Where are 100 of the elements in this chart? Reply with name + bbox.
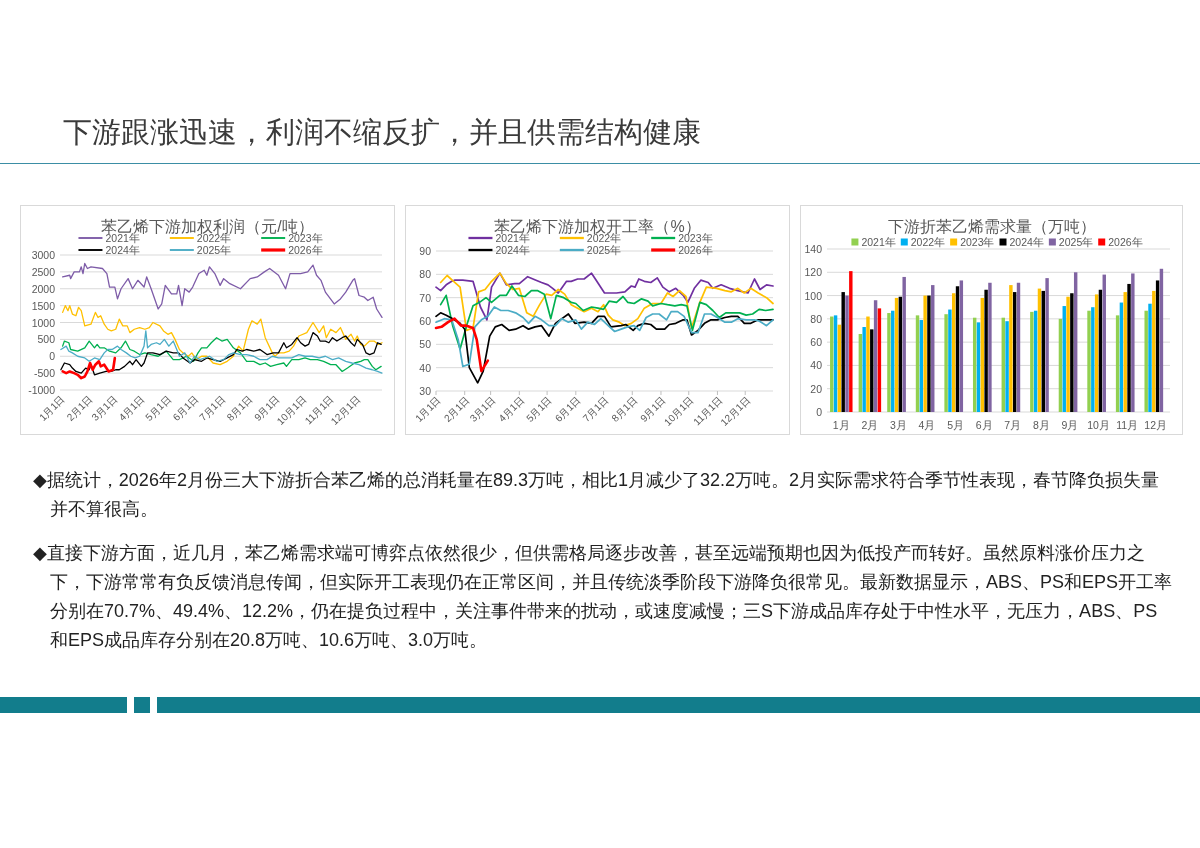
y-tick-label: 500 [37, 333, 56, 346]
y-tick-label: 2000 [31, 282, 56, 295]
x-tick-label: 1月 [832, 419, 850, 431]
line-series [61, 356, 117, 380]
bar [1030, 311, 1034, 412]
y-tick-label: -1000 [28, 384, 56, 396]
chart-title: 下游折苯乙烯需求量（万吨） [887, 217, 1096, 235]
line-series [62, 337, 382, 373]
bar [1131, 273, 1135, 412]
chart-title: 苯乙烯下游加权利润（元/吨） [101, 217, 314, 235]
legend-label: 2024年 [1009, 236, 1044, 248]
bar [988, 282, 992, 412]
x-tick-label: 3月 [890, 419, 907, 431]
y-tick-label: -500 [33, 367, 56, 380]
bar [866, 316, 870, 412]
bar [1045, 278, 1049, 412]
legend-label: 2021年 [861, 236, 896, 248]
line-series [435, 306, 774, 368]
x-tick-label: 4月1日 [496, 394, 527, 424]
text: 下游跟涨迅速，利润不缩反扩，并且供需结构健康 [63, 116, 701, 148]
x-tick-label: 8月1日 [224, 393, 255, 423]
bar [948, 309, 952, 412]
x-tick-label: 6月1日 [552, 394, 583, 424]
x-tick-label: 2月 [861, 419, 879, 431]
text: ◆直接下游方面，近几月，苯乙烯需求端可博弈点依然很少，但供需格局逐步改善，甚至远端预期也因为低投产而转好。虽然原料涨价压力之下，下游常常有负反馈消息传闻，但实际开工表现仍在正常区间，并且传统淡季阶段下游降负很常见。最新数据显示，ABS、PS和EPS开工率分别在70.7%、49.4%、12.2%，仍在提负过程中，关注事件带来的扰动，或速度减慢；三S下游成品库存处于中性水平，无压力，ABS、PS和EPS成品库存分别在20.8万吨、10.6万吨、3.0万吨。 [33, 542, 1173, 652]
bar [984, 289, 988, 412]
bar [1091, 307, 1095, 412]
x-tick-label: 5月 [947, 419, 965, 431]
line-series [439, 272, 774, 332]
bar [944, 314, 948, 412]
line-series [439, 285, 774, 350]
bar [1152, 290, 1156, 412]
bar [923, 295, 927, 412]
x-tick-label: 7月1日 [197, 393, 227, 423]
line-series [435, 311, 774, 384]
line-series [62, 262, 383, 319]
x-tick-label: 7月 [1004, 419, 1022, 431]
y-tick-label: 60 [810, 336, 823, 349]
bar [841, 292, 845, 412]
line-series [434, 317, 490, 373]
bar [887, 313, 891, 412]
chart-title: 苯乙烯下游加权开工率（%） [494, 217, 701, 235]
x-tick-label: 7月1日 [580, 394, 611, 424]
bar [1144, 310, 1148, 412]
y-tick-label: 80 [810, 312, 823, 325]
x-tick-label: 6月 [975, 419, 993, 431]
legend-label: 2026年 [678, 244, 713, 256]
y-tick-label: 120 [804, 266, 823, 279]
y-tick-label: 100 [804, 289, 823, 302]
legend-label: 2026年 [288, 244, 323, 256]
legend-label: 2022年 [910, 236, 946, 248]
legend-label: 2025年 [586, 244, 622, 256]
x-tick-label: 12月 [1144, 419, 1168, 431]
y-tick-label: 90 [419, 245, 432, 257]
y-tick-label: 40 [810, 359, 823, 372]
text: ◆据统计，2026年2月份三大下游折合苯乙烯的总消耗量在89.3万吨，相比1月减少了32.2万吨。2月实际需求符合季节性表现，春节降负损失量并不算很高。 [33, 469, 1160, 521]
bar [862, 327, 866, 412]
bar [902, 276, 906, 412]
bar [845, 295, 849, 412]
y-tick-label: 20 [810, 382, 823, 395]
bar [870, 329, 874, 412]
x-tick-label: 5月1日 [524, 394, 554, 424]
x-tick-label: 10月 [1087, 419, 1110, 431]
legend-label: 2024年 [105, 244, 140, 256]
x-tick-label: 9月 [1061, 419, 1079, 431]
bar [1127, 283, 1131, 412]
y-tick-label: 30 [419, 385, 432, 397]
y-tick-label: 2500 [31, 265, 56, 278]
x-tick-label: 11月 [1116, 419, 1139, 431]
y-tick-label: 80 [419, 268, 432, 281]
legend-label: 2026年 [1108, 236, 1143, 248]
y-tick-label: 50 [419, 338, 432, 351]
y-tick-label: 1500 [31, 299, 56, 312]
x-tick-label: 1月1日 [37, 393, 67, 423]
bar [927, 295, 931, 412]
line-series [62, 304, 383, 366]
y-tick-label: 3000 [31, 249, 56, 261]
x-tick-label: 4月 [918, 419, 936, 431]
y-tick-label: 60 [419, 315, 432, 327]
legend-label: 2025年 [196, 244, 232, 256]
bar [1070, 293, 1074, 412]
bar [849, 271, 853, 412]
y-tick-label: 0 [49, 350, 56, 363]
y-tick-label: 0 [816, 406, 823, 418]
line-series [435, 272, 774, 321]
bar [1005, 321, 1009, 412]
y-tick-label: 1000 [31, 316, 56, 329]
legend-label: 2023年 [960, 236, 995, 248]
x-tick-label: 8月1日 [609, 394, 640, 424]
y-tick-label: 40 [419, 361, 432, 374]
bar [1148, 303, 1152, 412]
bar [1009, 285, 1013, 412]
bar [1066, 296, 1070, 412]
legend-label: 2024年 [495, 244, 530, 256]
x-tick-label: 1月1日 [413, 394, 443, 424]
x-tick-label: 8月 [1032, 419, 1050, 431]
x-tick-label: 5月1日 [143, 393, 174, 423]
bar [1087, 310, 1091, 412]
y-tick-label: 70 [419, 291, 432, 304]
legend-label: 2025年 [1058, 236, 1094, 248]
